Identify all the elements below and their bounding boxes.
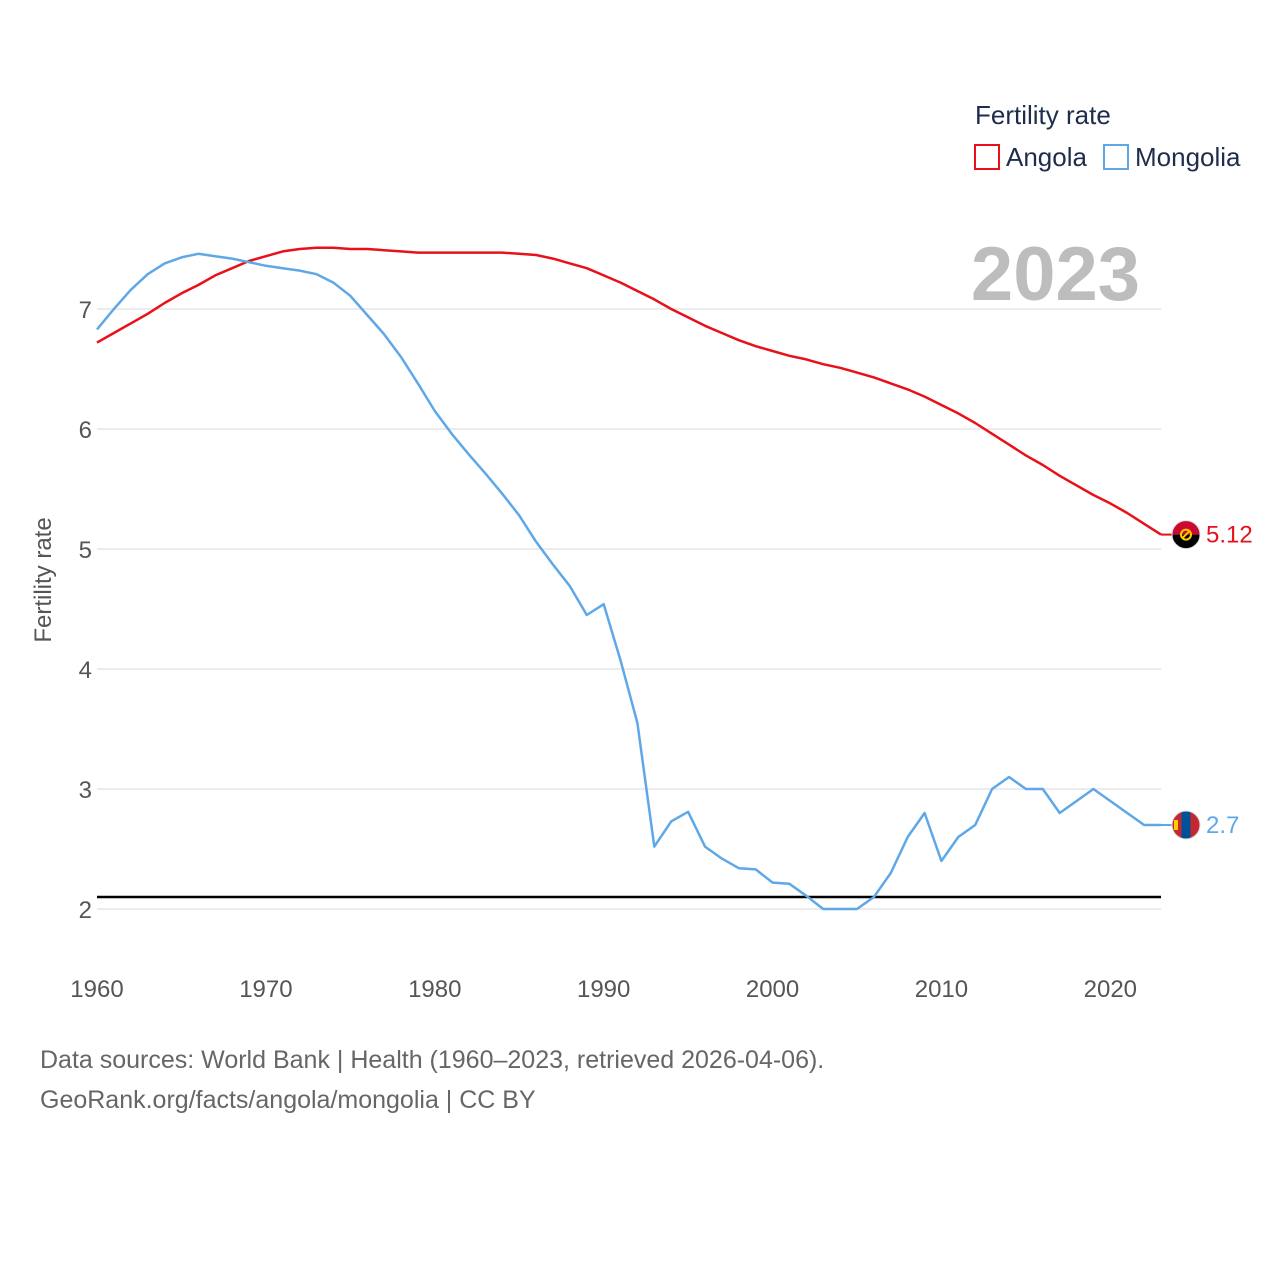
- y-tick-label: 6: [79, 417, 92, 444]
- legend-label-mongolia: Mongolia: [1135, 142, 1241, 172]
- legend-swatch-angola: [974, 144, 1000, 170]
- end-label-mongolia: 2.7: [1206, 812, 1239, 839]
- y-tick-label: 3: [79, 777, 92, 804]
- end-markers: 5.12 2.7: [1161, 520, 1253, 840]
- y-tick-label: 7: [79, 297, 92, 324]
- x-tick-label: 2000: [746, 976, 799, 1003]
- end-label-angola: 5.12: [1206, 522, 1253, 549]
- series-line-angola[interactable]: [96, 246, 1162, 536]
- legend-label-angola: Angola: [1006, 142, 1087, 172]
- x-tick-label: 2020: [1084, 976, 1137, 1003]
- legend-item-mongolia[interactable]: Mongolia: [1103, 142, 1241, 172]
- legend-title: Fertility rate: [975, 100, 1111, 130]
- grid-lines: [97, 308, 1161, 910]
- y-axis-label: Fertility rate: [30, 517, 57, 642]
- credit-line[interactable]: GeoRank.org/facts/angola/mongolia | CC B…: [40, 1086, 536, 1114]
- source-note: Data sources: World Bank | Health (1960–…: [40, 1040, 824, 1120]
- x-axis-ticks: 1960 1970 1980 1990 2000 2010 2020: [70, 976, 1137, 1003]
- flag-icon-angola: [1171, 520, 1201, 550]
- y-tick-label: 4: [79, 657, 92, 684]
- fertility-chart: 2 3 4 5 6 7 1960 1970 1980 1990 2000 2010 2020 Fert…: [30, 100, 1253, 1003]
- legend-item-angola[interactable]: Angola: [974, 142, 1087, 172]
- series-line-mongolia[interactable]: [96, 252, 1161, 911]
- y-tick-label: 5: [79, 537, 92, 564]
- x-tick-label: 1990: [577, 976, 630, 1003]
- flag-icon-mongolia: [1171, 810, 1201, 840]
- x-tick-label: 1980: [408, 976, 461, 1003]
- x-tick-label: 1960: [70, 976, 123, 1003]
- y-tick-label: 2: [79, 897, 92, 924]
- x-tick-label: 1970: [239, 976, 292, 1003]
- legend: Fertility rate Angola Mongolia: [974, 100, 1241, 172]
- year-display: 2023: [971, 232, 1140, 317]
- series-lines: [96, 246, 1162, 911]
- legend-swatch-mongolia: [1103, 144, 1129, 170]
- y-axis-ticks: 2 3 4 5 6 7: [79, 297, 92, 924]
- source-line: Data sources: World Bank | Health (1960–…: [40, 1046, 825, 1074]
- x-tick-label: 2010: [915, 976, 968, 1003]
